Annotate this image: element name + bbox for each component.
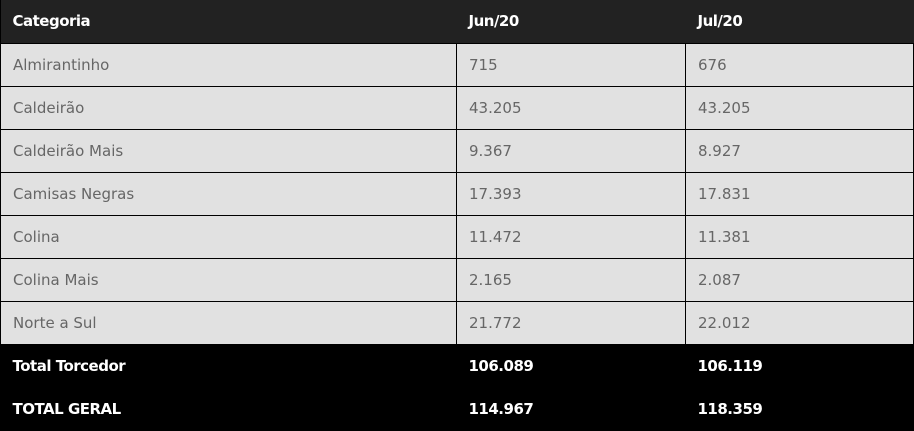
header-jun20: Jun/20 [456,0,686,43]
table-row: Caldeirão 43.205 43.205 [0,85,914,130]
category-cell: Norte a Sul [0,300,457,345]
table-row: Almirantinho 715 676 [0,42,914,87]
jul-cell: 2.087 [685,257,914,302]
jul-cell: 17.831 [685,171,914,216]
table-row: Camisas Negras 17.393 17.831 [0,171,914,216]
jun-cell: 17.393 [456,171,686,216]
table-row: Caldeirão Mais 9.367 8.927 [0,128,914,173]
category-cell: Almirantinho [0,42,457,87]
jun-cell: 21.772 [456,300,686,345]
jul-cell: 118.359 [685,387,914,430]
jun-cell: 114.967 [456,387,686,430]
header-row: Categoria Jun/20 Jul/20 [0,0,914,43]
jul-cell: 8.927 [685,128,914,173]
jul-cell: 676 [685,42,914,87]
jun-cell: 9.367 [456,128,686,173]
table-row: Colina 11.472 11.381 [0,214,914,259]
category-cell: Colina [0,214,457,259]
jul-cell: 106.119 [685,344,914,387]
category-cell: TOTAL GERAL [0,387,457,430]
total-row: Total Torcedor 106.089 106.119 [0,344,914,387]
jun-cell: 106.089 [456,344,686,387]
table-row: Norte a Sul 21.772 22.012 [0,300,914,345]
category-cell: Total Torcedor [0,344,457,387]
category-cell: Caldeirão Mais [0,128,457,173]
header-categoria: Categoria [0,0,457,43]
jun-cell: 2.165 [456,257,686,302]
category-cell: Caldeirão [0,85,457,130]
jun-cell: 11.472 [456,214,686,259]
jun-cell: 715 [456,42,686,87]
jul-cell: 43.205 [685,85,914,130]
jul-cell: 22.012 [685,300,914,345]
category-cell: Colina Mais [0,257,457,302]
category-cell: Camisas Negras [0,171,457,216]
table-row: Colina Mais 2.165 2.087 [0,257,914,302]
jun-cell: 43.205 [456,85,686,130]
header-jul20: Jul/20 [685,0,914,43]
jul-cell: 11.381 [685,214,914,259]
total-row: TOTAL GERAL 114.967 118.359 [0,387,914,430]
